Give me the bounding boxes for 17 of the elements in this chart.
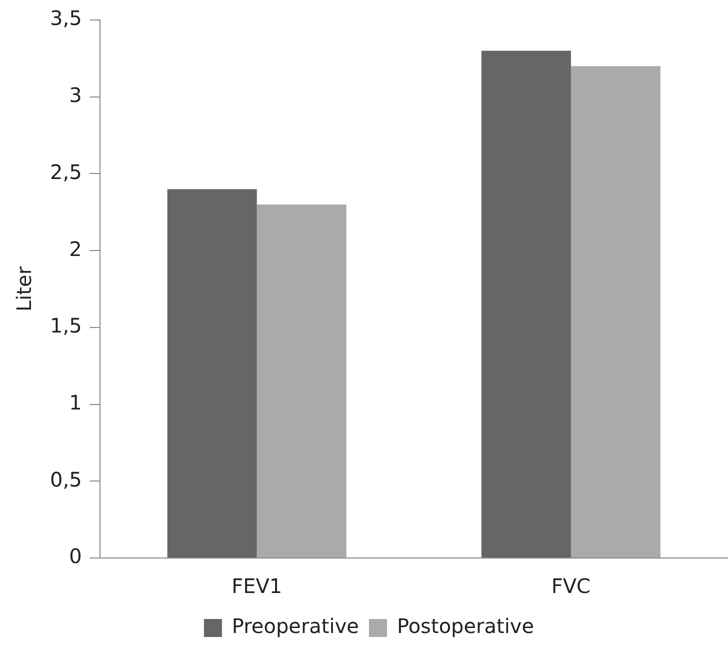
y-tick-label: 2: [69, 236, 82, 261]
y-tick-label: 3,5: [50, 6, 82, 30]
bar: [167, 189, 257, 558]
y-tick-label: 1,5: [50, 314, 82, 338]
y-tick-label: 1: [69, 390, 82, 414]
bar: [256, 204, 346, 558]
y-tick-label: 0: [69, 544, 82, 568]
y-tick-label: 2,5: [50, 160, 82, 184]
y-tick-label: 0,5: [50, 467, 82, 492]
y-axis-title: Liter: [12, 266, 36, 312]
bar: [570, 66, 660, 558]
bar: [481, 50, 571, 558]
legend-label: Preoperative: [232, 614, 359, 638]
x-tick-label: FVC: [551, 574, 591, 598]
legend-label: Postoperative: [396, 614, 534, 638]
y-tick-label: 3: [69, 83, 82, 108]
x-tick-label: FEV1: [232, 574, 282, 598]
